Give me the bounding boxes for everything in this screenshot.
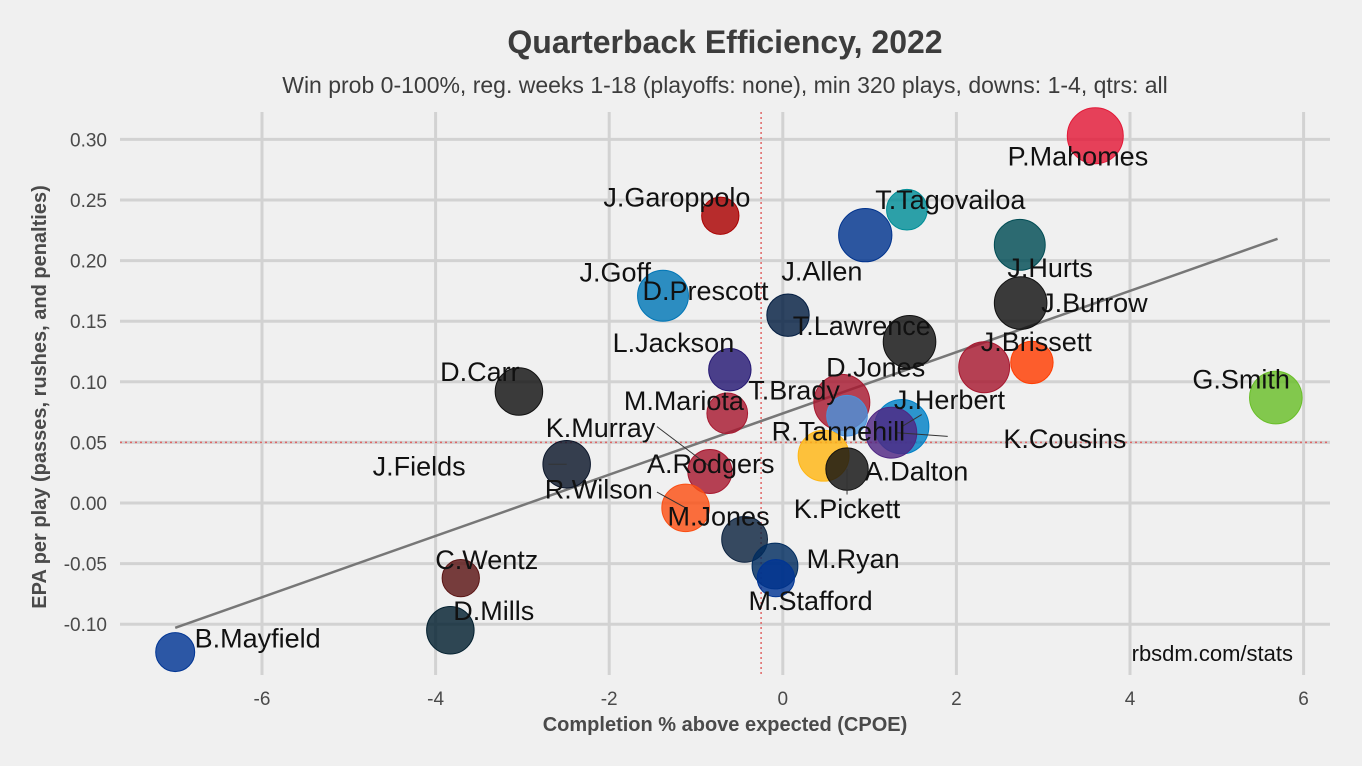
y-tick-label: 0.30 — [70, 130, 107, 151]
qb-label: T.Lawrence — [793, 311, 931, 341]
y-tick-label: 0.10 — [70, 373, 107, 394]
qb-point[interactable] — [637, 269, 689, 322]
qb-label: K.Pickett — [794, 494, 901, 524]
qb-label: J.Brissett — [981, 327, 1093, 357]
qb-label: J.Herbert — [894, 385, 1006, 415]
x-tick-label: -2 — [601, 689, 618, 710]
y-tick-label: -0.10 — [64, 615, 107, 636]
qb-point[interactable] — [993, 276, 1048, 330]
qb-point[interactable] — [882, 315, 937, 369]
qb-label: L.Jackson — [613, 328, 735, 358]
qb-label: R.Wilson — [545, 475, 653, 505]
qb-label: G.Smith — [1192, 364, 1290, 394]
qb-label: M.Ryan — [807, 544, 900, 574]
qb-label: J.Garoppolo — [603, 183, 750, 213]
x-tick-label: 4 — [1125, 689, 1136, 710]
qb-point[interactable] — [155, 632, 196, 673]
y-tick-label: 0.20 — [70, 252, 107, 273]
qb-label: T.Brady — [748, 375, 840, 405]
y-axis-title: EPA per play (passes, rushes, and penalt… — [29, 185, 51, 609]
y-tick-label: 0.15 — [70, 312, 107, 333]
qb-label: A.Dalton — [865, 456, 969, 486]
qb-label: M.Stafford — [749, 586, 873, 616]
qb-point[interactable] — [1010, 340, 1054, 385]
qb-point[interactable] — [721, 515, 769, 563]
x-tick-label: 0 — [778, 689, 789, 710]
qb-point[interactable] — [993, 218, 1046, 271]
label-leader-line — [897, 432, 948, 437]
qb-label: K.Murray — [546, 413, 656, 443]
qb-label: B.Mayfield — [195, 624, 321, 654]
qb-label: D.Mills — [453, 596, 534, 626]
qb-point[interactable] — [706, 392, 749, 435]
qb-point[interactable] — [838, 208, 893, 263]
chart-title: Quarterback Efficiency, 2022 — [507, 24, 943, 60]
x-tick-label: -4 — [427, 689, 444, 710]
chart-subtitle: Win prob 0-100%, reg. weeks 1-18 (playof… — [282, 72, 1168, 98]
qb-point[interactable] — [756, 558, 796, 598]
qb-point[interactable] — [886, 188, 928, 231]
y-tick-label: 0.00 — [70, 494, 107, 515]
qb-label: A.Rodgers — [647, 449, 775, 479]
qb-label: K.Cousins — [1003, 424, 1126, 454]
qb-point[interactable] — [708, 347, 752, 392]
label-leader-line — [656, 491, 686, 509]
qb-label: D.Prescott — [643, 276, 770, 306]
qb-point[interactable] — [441, 558, 480, 598]
qb-label: P.Mahomes — [1008, 141, 1149, 171]
qb-point[interactable] — [958, 341, 1011, 394]
qb-point[interactable] — [865, 406, 918, 459]
label-leader-line — [656, 426, 711, 468]
qb-label: J.Goff — [580, 258, 652, 288]
qb-point[interactable] — [701, 196, 740, 235]
qb-point[interactable] — [1249, 370, 1303, 425]
x-tick-label: 6 — [1298, 689, 1309, 710]
qb-label: J.Burrow — [1041, 288, 1148, 318]
qb-point[interactable] — [687, 448, 733, 495]
qb-label: J.Hurts — [1007, 253, 1093, 283]
qb-point[interactable] — [494, 367, 544, 416]
qb-label: J.Allen — [781, 257, 862, 287]
qb-label: T.Tagovailoa — [875, 185, 1026, 215]
qb-label: R.Tannehill — [772, 416, 906, 446]
x-tick-label: 2 — [951, 689, 962, 710]
qb-label: M.Mariota — [624, 386, 745, 416]
qb-point[interactable] — [426, 606, 475, 655]
y-tick-label: 0.25 — [70, 191, 107, 212]
x-tick-label: -6 — [254, 689, 271, 710]
qb-point[interactable] — [766, 293, 810, 337]
label-leader-line — [901, 414, 922, 428]
qb-point[interactable] — [1066, 107, 1124, 165]
qb-label: J.Fields — [373, 452, 466, 482]
qb-point[interactable] — [826, 394, 868, 437]
x-axis-title: Completion % above expected (CPOE) — [543, 714, 908, 736]
y-tick-label: 0.05 — [70, 433, 107, 454]
source-caption: rbsdm.com/stats — [1132, 641, 1293, 666]
qb-label: D.Carr — [440, 357, 520, 387]
qb-label: M.Jones — [668, 501, 770, 531]
y-tick-label: -0.05 — [64, 555, 107, 576]
qb-label: C.Wentz — [435, 545, 538, 575]
qb-label: D.Jones — [826, 352, 925, 382]
